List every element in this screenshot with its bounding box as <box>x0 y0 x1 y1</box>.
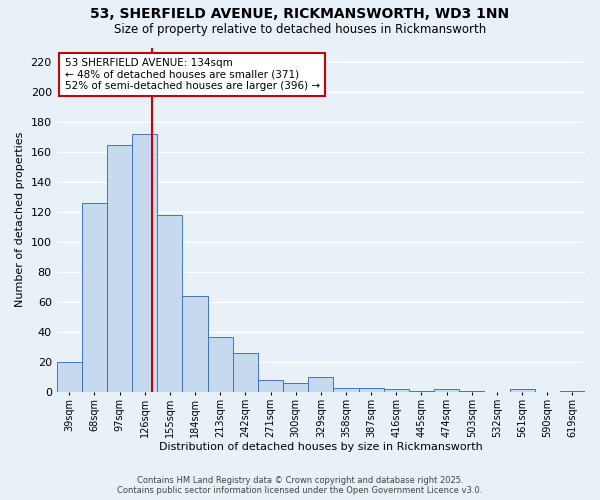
Bar <box>56 362 82 392</box>
Text: Contains HM Land Registry data © Crown copyright and database right 2025.
Contai: Contains HM Land Registry data © Crown c… <box>118 476 482 495</box>
Bar <box>258 380 283 392</box>
Bar <box>384 389 409 392</box>
Bar <box>560 390 585 392</box>
Bar <box>107 145 132 392</box>
Bar <box>233 353 258 392</box>
Bar <box>308 377 334 392</box>
Bar <box>132 134 157 392</box>
X-axis label: Distribution of detached houses by size in Rickmansworth: Distribution of detached houses by size … <box>159 442 483 452</box>
Text: 53 SHERFIELD AVENUE: 134sqm
← 48% of detached houses are smaller (371)
52% of se: 53 SHERFIELD AVENUE: 134sqm ← 48% of det… <box>65 58 320 91</box>
Bar <box>434 389 459 392</box>
Bar <box>82 204 107 392</box>
Bar <box>208 336 233 392</box>
Bar <box>359 388 384 392</box>
Bar <box>409 390 434 392</box>
Bar <box>334 388 359 392</box>
Bar <box>283 383 308 392</box>
Bar <box>182 296 208 392</box>
Bar <box>459 390 484 392</box>
Bar <box>509 389 535 392</box>
Bar <box>157 216 182 392</box>
Text: 53, SHERFIELD AVENUE, RICKMANSWORTH, WD3 1NN: 53, SHERFIELD AVENUE, RICKMANSWORTH, WD3… <box>91 8 509 22</box>
Y-axis label: Number of detached properties: Number of detached properties <box>15 132 25 308</box>
Text: Size of property relative to detached houses in Rickmansworth: Size of property relative to detached ho… <box>114 22 486 36</box>
